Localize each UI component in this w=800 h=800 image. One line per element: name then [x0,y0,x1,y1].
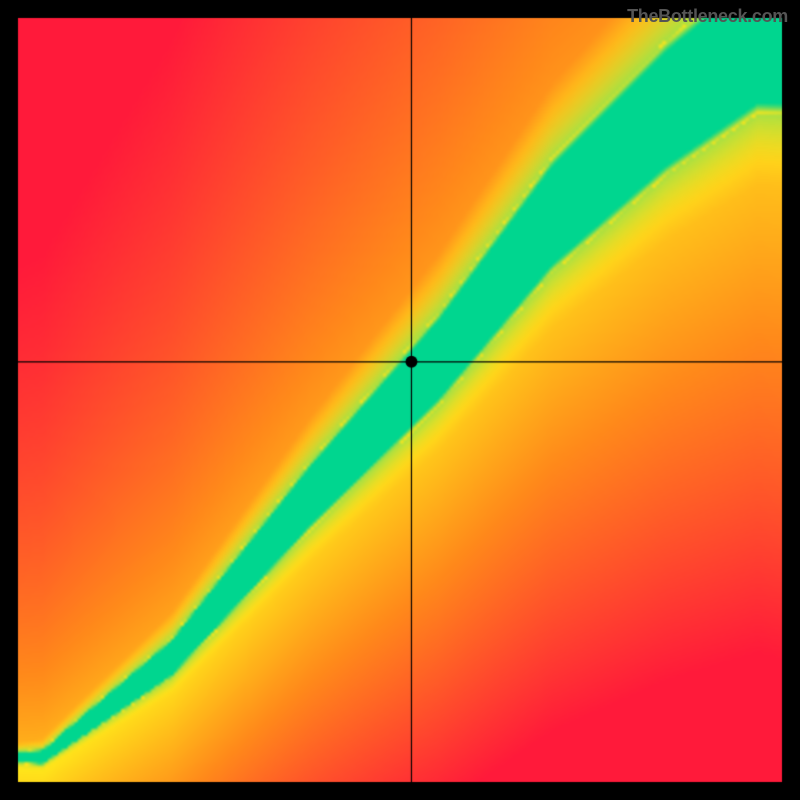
watermark-text: TheBottleneck.com [627,6,788,27]
heatmap-container: TheBottleneck.com [0,0,800,800]
bottleneck-heatmap [0,0,800,800]
